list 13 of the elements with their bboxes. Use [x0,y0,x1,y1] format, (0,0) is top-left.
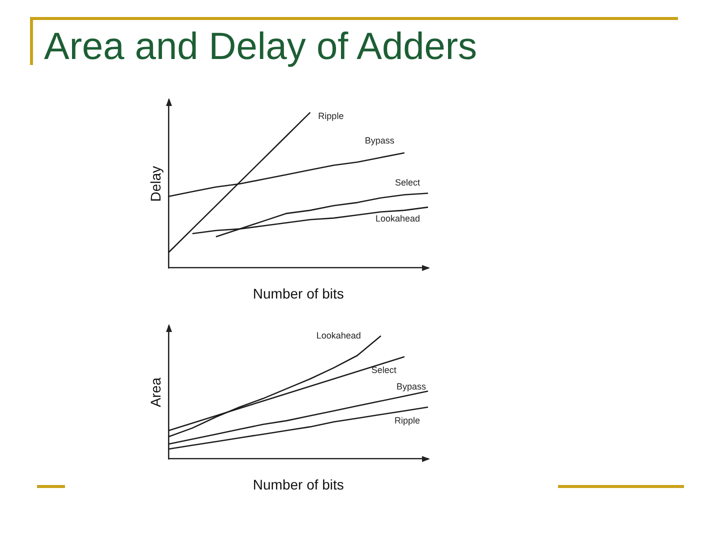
series-label: Select [394,178,420,188]
chart-title: Area and Delay of Adders [44,26,478,69]
x-axis-title: Number of bits [252,476,344,492]
series-label: Lookahead [316,330,361,340]
series-label: Ripple [394,416,420,426]
series-label: Select [371,365,397,376]
series-label: Bypass [396,382,426,392]
series-label: Lookahead [375,214,420,224]
series-label: Ripple [318,110,344,121]
series-label: Bypass [364,135,395,146]
y-axis-title: Area [147,377,164,408]
y-axis-title: Delay [147,166,164,202]
x-axis-title: Number of bits [252,285,344,302]
